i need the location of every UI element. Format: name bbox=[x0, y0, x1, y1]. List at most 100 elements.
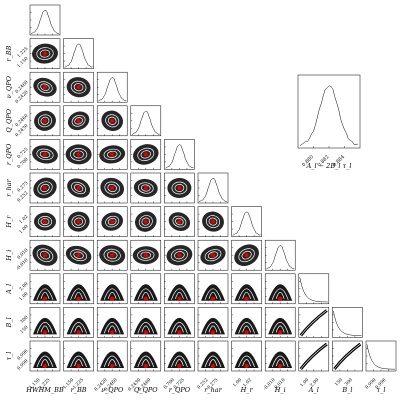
joint-panel-tau_l-vs-h_r bbox=[231, 340, 262, 372]
joint-panel-h_r-vs-r_har bbox=[197, 206, 229, 237]
contour-inner bbox=[208, 291, 218, 299]
contour-outer bbox=[36, 322, 54, 334]
contour-outer bbox=[238, 248, 255, 263]
contour-line bbox=[334, 343, 361, 370]
inset-axis-label: A_l − 2B_l τ_l bbox=[306, 162, 352, 170]
contour-inner bbox=[40, 83, 50, 91]
joint-panel-tau_l-vs-a_l bbox=[298, 340, 330, 372]
joint-panel-a_l-vs-nu_qpo bbox=[96, 273, 128, 305]
contour-inner bbox=[73, 150, 84, 159]
joint-panel-tau_l-vs-hwhm_bb bbox=[29, 340, 61, 372]
contour-outer bbox=[137, 182, 154, 194]
best-fit-point bbox=[76, 118, 81, 124]
contour-inner bbox=[73, 184, 84, 192]
best-fit-point bbox=[210, 219, 216, 224]
joint-panel-a_l-vs-h_r bbox=[231, 273, 262, 305]
panel-frame bbox=[332, 307, 363, 338]
contour-outer bbox=[37, 181, 53, 195]
contour-inner bbox=[107, 359, 117, 367]
joint-panel-b_l-vs-r_har bbox=[197, 307, 229, 338]
contour-inner bbox=[140, 251, 152, 259]
best-fit-point bbox=[143, 330, 148, 335]
best-fit-point bbox=[244, 253, 249, 258]
best-fit-point bbox=[76, 330, 81, 335]
contour-inner bbox=[141, 291, 151, 299]
contour-inner bbox=[175, 217, 184, 226]
panel-frame bbox=[197, 172, 229, 204]
y-axis-label: ν_QPO bbox=[5, 75, 13, 98]
joint-panel-r_har-vs-r_bb bbox=[63, 172, 94, 204]
diagonal-histogram-nu_qpo bbox=[96, 71, 128, 103]
contour-outer bbox=[36, 148, 54, 161]
best-fit-point bbox=[177, 363, 182, 369]
y-axis-h_r: 1.001.02 H_r bbox=[5, 214, 30, 235]
x-axis-label: H_i bbox=[274, 386, 286, 394]
best-fit-point bbox=[42, 118, 48, 124]
best-fit-point bbox=[110, 118, 115, 124]
y-tick-label: 0.275 bbox=[16, 180, 29, 193]
contour-outer bbox=[103, 288, 121, 300]
x-axis-label: r_BB bbox=[71, 386, 87, 394]
contour-outer bbox=[204, 288, 222, 300]
contour-outer bbox=[271, 322, 289, 334]
best-fit-point bbox=[42, 296, 48, 301]
best-fit-point bbox=[143, 152, 148, 157]
best-fit-point bbox=[210, 330, 216, 335]
marginal-histogram bbox=[165, 144, 194, 169]
contour-inner bbox=[39, 250, 51, 260]
diagonal-histogram-b_l bbox=[332, 307, 363, 338]
contour-outer bbox=[70, 249, 88, 262]
contour-outer bbox=[238, 322, 255, 334]
joint-panel-h_r-vs-nu_qpo bbox=[96, 206, 128, 237]
joint-panel-nu_qpo-vs-hwhm_bb bbox=[29, 71, 61, 103]
joint-panel-a_l-vs-hwhm_bb bbox=[29, 273, 61, 305]
contour-inner bbox=[107, 325, 117, 333]
best-fit-point bbox=[143, 219, 148, 224]
joint-panel-q_qpo-vs-hwhm_bb bbox=[29, 105, 61, 137]
contour-line bbox=[300, 343, 327, 370]
marginal-histogram bbox=[366, 344, 396, 370]
joint-panel-nu_qpo-vs-r_bb bbox=[63, 71, 94, 103]
y-axis-label: H_i bbox=[5, 250, 13, 262]
best-fit-point bbox=[76, 219, 81, 224]
joint-panel-b_l-vs-nu_qpo bbox=[96, 307, 128, 338]
contour-outer bbox=[204, 322, 222, 334]
contour-outer bbox=[37, 81, 53, 94]
x-axis-label: H_r bbox=[240, 386, 254, 394]
contour-outer bbox=[71, 215, 86, 228]
best-fit-point bbox=[177, 219, 182, 224]
marginal-histogram bbox=[198, 178, 228, 203]
joint-panel-tau_l-vs-r_bb bbox=[63, 340, 94, 372]
contour-inner bbox=[275, 359, 285, 367]
joint-panel-a_l-vs-h_i bbox=[264, 273, 296, 305]
contour-outer bbox=[271, 288, 289, 300]
y-axis-label: r_har bbox=[5, 178, 13, 196]
y-axis-label: H_r bbox=[5, 215, 13, 229]
best-fit-point bbox=[244, 330, 249, 335]
x-tick-label: 1.00 bbox=[232, 377, 243, 388]
joint-panel-tau_l-vs-q_qpo bbox=[130, 340, 162, 372]
joint-panel-r_har-vs-hwhm_bb bbox=[29, 172, 61, 204]
contour-inner bbox=[242, 359, 251, 367]
x-axis-label: r_har bbox=[204, 386, 222, 394]
joint-panel-h_r-vs-r_qpo bbox=[164, 206, 195, 237]
joint-panel-q_qpo-vs-r_bb bbox=[63, 105, 94, 137]
y-tick-label: 150 bbox=[19, 324, 29, 334]
x-tick-label: 150 bbox=[333, 377, 343, 387]
contour-outer bbox=[103, 355, 121, 368]
contour-outer bbox=[204, 355, 222, 368]
contour-inner bbox=[40, 325, 50, 333]
contour-outer bbox=[171, 181, 188, 195]
joint-panel-h_i-vs-hwhm_bb bbox=[29, 239, 61, 271]
panel-frame bbox=[164, 139, 195, 170]
joint-panel-b_l-vs-a_l bbox=[298, 307, 330, 338]
